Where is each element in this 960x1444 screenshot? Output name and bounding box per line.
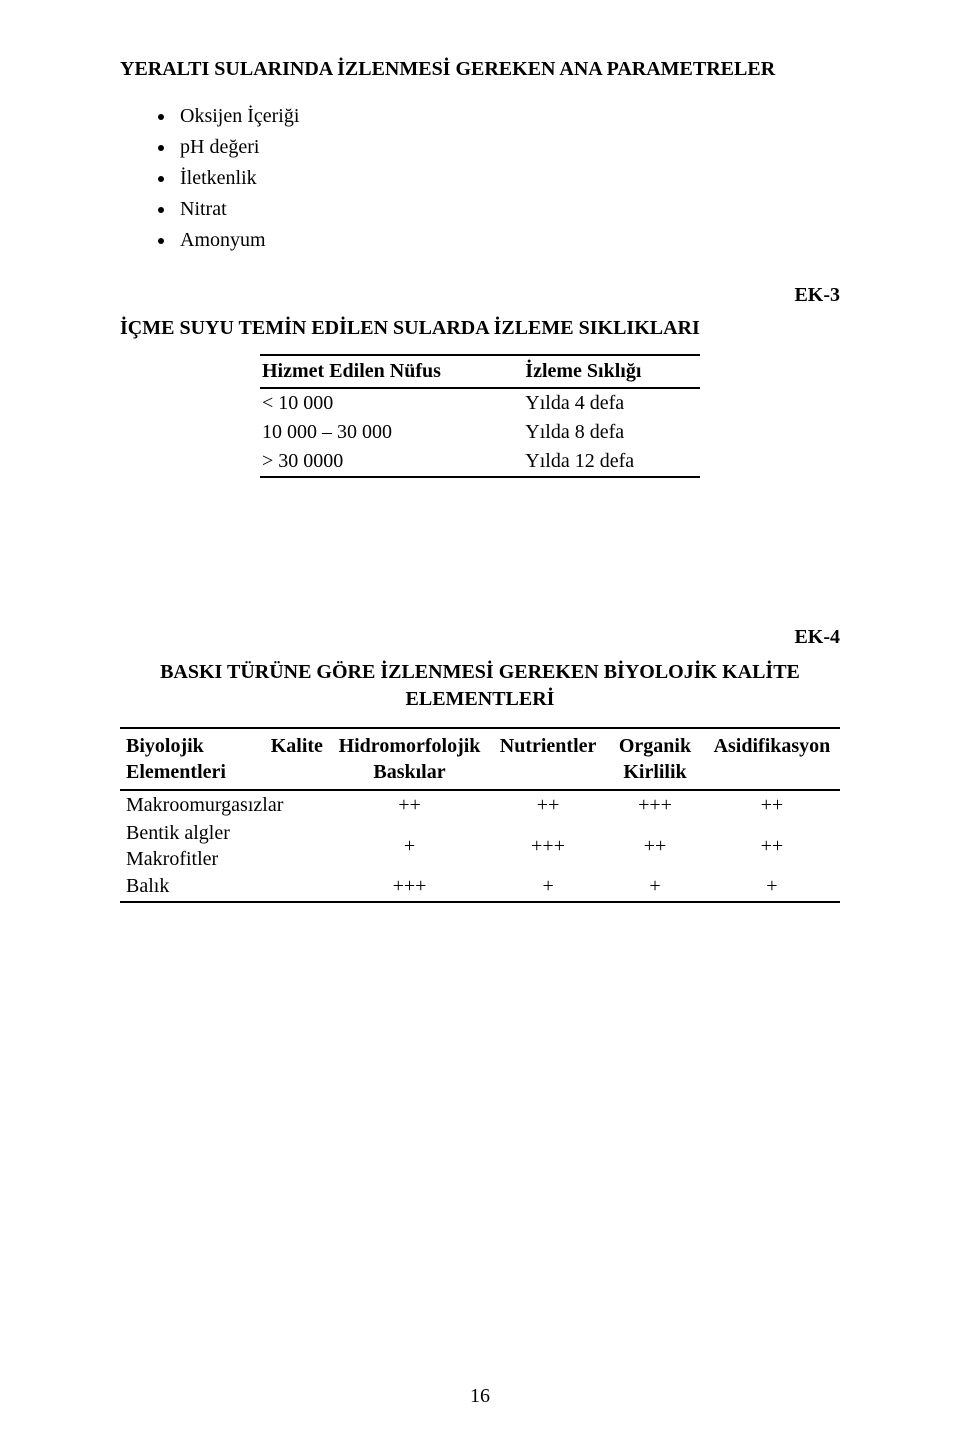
ek3-col-header: İzleme Sıklığı	[523, 355, 700, 388]
cell: Makrofitler	[120, 846, 329, 872]
ek4-label-row: EK-4	[120, 626, 840, 649]
cell: ++	[704, 790, 840, 820]
ek3-table: Hizmet Edilen Nüfus İzleme Sıklığı < 10 …	[260, 354, 700, 478]
ek4-col1-line2: Baskılar	[373, 761, 445, 783]
cell: +	[704, 872, 840, 902]
table-row: 10 000 – 30 000 Yılda 8 defa	[260, 418, 700, 447]
list-item: Nitrat	[176, 194, 840, 225]
ek4-subheading: BASKI TÜRÜNE GÖRE İZLENMESİ GEREKEN BİYO…	[120, 659, 840, 713]
section1-bullets: Oksijen İçeriği pH değeri İletkenlik Nit…	[120, 101, 840, 256]
cell: Balık	[120, 872, 329, 902]
cell: +++	[490, 820, 606, 872]
section1-title: YERALTI SULARINDA İZLENMESİ GEREKEN ANA …	[120, 56, 840, 83]
ek4-col0-word-left: Biyolojik	[126, 733, 204, 759]
cell: > 30 0000	[260, 447, 523, 477]
cell: ++	[606, 820, 704, 872]
ek3-label-row: EK-3	[120, 284, 840, 307]
ek3-table-wrap: Hizmet Edilen Nüfus İzleme Sıklığı < 10 …	[120, 354, 840, 478]
list-item: İletkenlik	[176, 163, 840, 194]
ek3-col-header: Hizmet Edilen Nüfus	[260, 355, 523, 388]
page: YERALTI SULARINDA İZLENMESİ GEREKEN ANA …	[0, 0, 960, 1444]
ek4-col4-line1: Asidifikasyon	[714, 735, 831, 757]
ek4-col3-line2: Kirlilik	[623, 761, 686, 783]
ek4-col-header: Hidromorfolojik Baskılar	[329, 728, 490, 790]
list-item: Amonyum	[176, 225, 840, 256]
cell: Makroomurgasızlar	[120, 790, 329, 820]
cell: ++	[329, 790, 490, 820]
ek4-table: Biyolojik Kalite Elementleri Hidromorfol…	[120, 727, 840, 903]
cell: +++	[329, 872, 490, 902]
ek4-col0-word-right: Kalite	[271, 733, 323, 759]
list-item: pH değeri	[176, 132, 840, 163]
cell: < 10 000	[260, 388, 523, 418]
cell: +	[490, 872, 606, 902]
cell: ++	[704, 820, 840, 872]
page-number: 16	[470, 1385, 490, 1408]
table-row: Bentik algler + +++ ++ ++	[120, 820, 840, 846]
spacer	[120, 526, 840, 626]
cell: Yılda 12 defa	[523, 447, 700, 477]
table-row: < 10 000 Yılda 4 defa	[260, 388, 700, 418]
cell: Bentik algler	[120, 820, 329, 846]
ek4-col0-line2: Elementleri	[126, 761, 226, 783]
table-row: Balık +++ + + +	[120, 872, 840, 902]
cell: +	[606, 872, 704, 902]
table-row: > 30 0000 Yılda 12 defa	[260, 447, 700, 477]
ek4-col-header: Biyolojik Kalite Elementleri	[120, 728, 329, 790]
ek4-col-header: Asidifikasyon	[704, 728, 840, 790]
cell: Yılda 4 defa	[523, 388, 700, 418]
cell: 10 000 – 30 000	[260, 418, 523, 447]
ek4-col-header: Nutrientler	[490, 728, 606, 790]
ek4-col1-line1: Hidromorfolojik	[339, 735, 481, 757]
ek4-col3-line1: Organik	[619, 735, 691, 757]
ek3-subheading: İÇME SUYU TEMİN EDİLEN SULARDA İZLEME SI…	[120, 317, 840, 340]
table-row: Makroomurgasızlar ++ ++ +++ ++	[120, 790, 840, 820]
ek4-subheading-line1: BASKI TÜRÜNE GÖRE İZLENMESİ GEREKEN BİYO…	[160, 661, 800, 683]
cell: Yılda 8 defa	[523, 418, 700, 447]
ek4-subheading-line2: ELEMENTLERİ	[406, 688, 555, 710]
cell: +	[329, 820, 490, 872]
cell: ++	[490, 790, 606, 820]
ek3-label: EK-3	[794, 284, 840, 307]
ek4-col2-line1: Nutrientler	[500, 735, 597, 757]
ek4-label: EK-4	[794, 626, 840, 649]
ek4-col-header: Organik Kirlilik	[606, 728, 704, 790]
list-item: Oksijen İçeriği	[176, 101, 840, 132]
cell: +++	[606, 790, 704, 820]
